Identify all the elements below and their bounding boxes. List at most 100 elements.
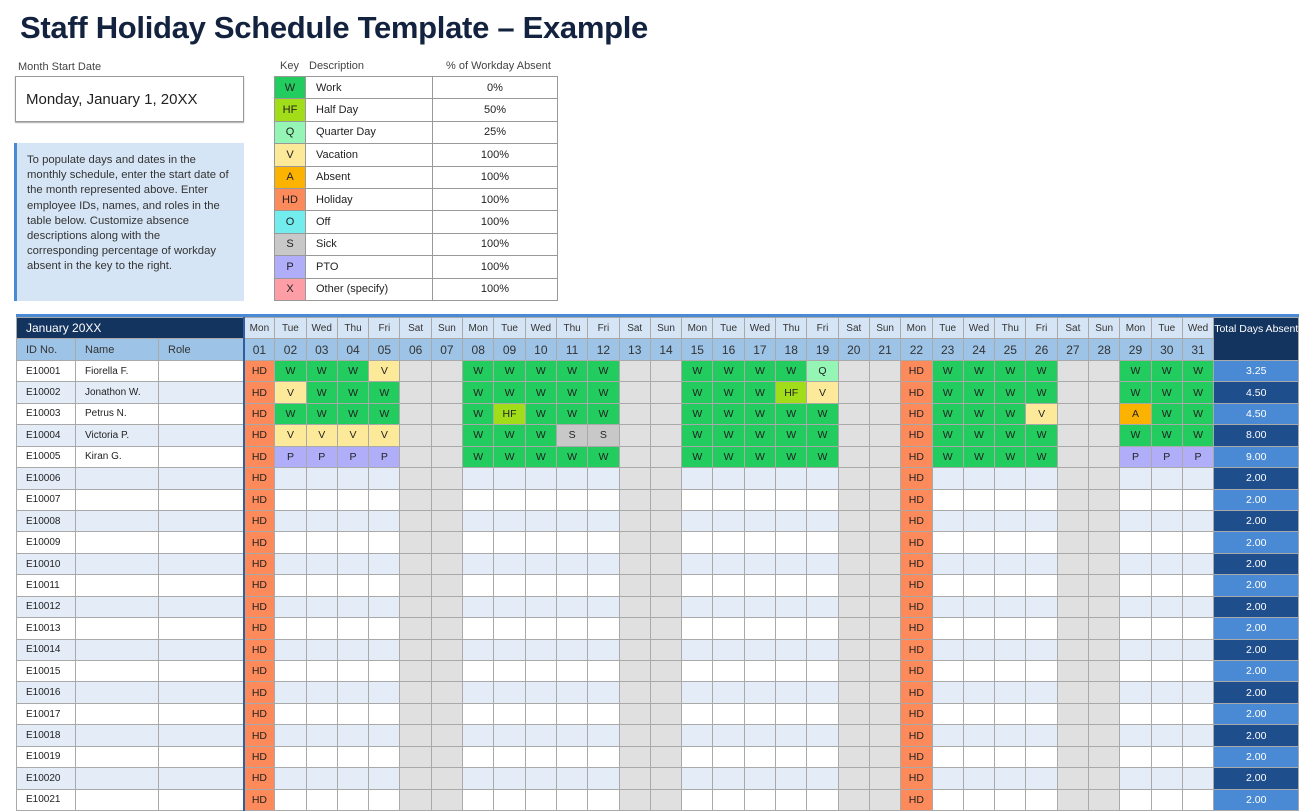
key-description[interactable]: Off bbox=[305, 210, 433, 234]
day-cell[interactable] bbox=[649, 659, 683, 683]
day-cell[interactable] bbox=[618, 595, 651, 619]
day-cell[interactable]: Q bbox=[806, 359, 839, 383]
day-cell[interactable]: W bbox=[555, 402, 589, 426]
day-cell[interactable] bbox=[336, 767, 370, 790]
day-cell[interactable] bbox=[1181, 681, 1215, 704]
day-cell[interactable] bbox=[649, 552, 683, 576]
day-cell[interactable]: W bbox=[587, 381, 620, 404]
day-cell[interactable] bbox=[837, 381, 870, 404]
day-cell[interactable] bbox=[931, 659, 964, 683]
key-code[interactable]: A bbox=[274, 165, 306, 189]
day-cell[interactable] bbox=[336, 467, 370, 490]
day-cell[interactable] bbox=[775, 767, 808, 790]
day-cell[interactable]: HD bbox=[900, 724, 933, 747]
day-cell[interactable] bbox=[305, 595, 338, 619]
day-cell[interactable] bbox=[274, 552, 307, 576]
day-cell[interactable] bbox=[681, 745, 714, 769]
day-cell[interactable] bbox=[1088, 724, 1121, 747]
day-cell[interactable] bbox=[837, 767, 870, 790]
day-cell[interactable]: W bbox=[1150, 359, 1183, 383]
employee-id[interactable]: E10017 bbox=[16, 702, 76, 726]
day-cell[interactable] bbox=[399, 359, 432, 383]
day-cell[interactable]: W bbox=[336, 359, 370, 383]
day-cell[interactable] bbox=[775, 488, 808, 511]
day-cell[interactable] bbox=[462, 488, 495, 511]
day-cell[interactable] bbox=[994, 788, 1027, 811]
day-cell[interactable] bbox=[493, 638, 526, 662]
day-cell[interactable] bbox=[775, 788, 808, 811]
day-cell[interactable] bbox=[462, 659, 495, 683]
day-cell[interactable] bbox=[837, 424, 870, 447]
day-cell[interactable]: HD bbox=[242, 681, 276, 704]
day-cell[interactable] bbox=[1088, 595, 1121, 619]
day-cell[interactable] bbox=[1119, 788, 1152, 811]
day-cell[interactable] bbox=[555, 681, 589, 704]
day-cell[interactable] bbox=[430, 445, 464, 469]
day-cell[interactable]: HD bbox=[242, 702, 276, 726]
day-cell[interactable] bbox=[462, 767, 495, 790]
employee-name[interactable] bbox=[75, 638, 159, 662]
day-cell[interactable] bbox=[462, 724, 495, 747]
day-cell[interactable] bbox=[837, 574, 870, 597]
day-cell[interactable] bbox=[1088, 381, 1121, 404]
employee-name[interactable] bbox=[75, 552, 159, 576]
day-cell[interactable] bbox=[430, 424, 464, 447]
day-cell[interactable] bbox=[1088, 531, 1121, 554]
day-cell[interactable] bbox=[587, 574, 620, 597]
day-cell[interactable] bbox=[1025, 745, 1058, 769]
employee-name[interactable] bbox=[75, 724, 159, 747]
day-cell[interactable] bbox=[587, 724, 620, 747]
day-cell[interactable] bbox=[1056, 359, 1090, 383]
day-cell[interactable] bbox=[681, 467, 714, 490]
day-cell[interactable] bbox=[555, 767, 589, 790]
day-cell[interactable] bbox=[1150, 531, 1183, 554]
day-cell[interactable] bbox=[712, 509, 745, 533]
day-cell[interactable] bbox=[1088, 681, 1121, 704]
day-cell[interactable] bbox=[524, 724, 557, 747]
day-cell[interactable] bbox=[618, 467, 651, 490]
day-cell[interactable] bbox=[1056, 638, 1090, 662]
day-cell[interactable] bbox=[493, 702, 526, 726]
day-cell[interactable] bbox=[430, 402, 464, 426]
day-cell[interactable]: W bbox=[962, 402, 996, 426]
day-cell[interactable] bbox=[430, 359, 464, 383]
day-cell[interactable] bbox=[274, 767, 307, 790]
day-cell[interactable]: HD bbox=[900, 531, 933, 554]
day-cell[interactable] bbox=[994, 552, 1027, 576]
day-cell[interactable] bbox=[493, 617, 526, 640]
day-cell[interactable] bbox=[555, 617, 589, 640]
day-cell[interactable]: S bbox=[555, 424, 589, 447]
employee-role[interactable] bbox=[158, 381, 244, 404]
day-cell[interactable] bbox=[462, 617, 495, 640]
employee-role[interactable] bbox=[158, 617, 244, 640]
day-cell[interactable] bbox=[555, 659, 589, 683]
day-cell[interactable] bbox=[775, 638, 808, 662]
day-cell[interactable]: V bbox=[806, 381, 839, 404]
day-cell[interactable] bbox=[493, 767, 526, 790]
day-cell[interactable] bbox=[555, 745, 589, 769]
employee-role[interactable] bbox=[158, 552, 244, 576]
day-cell[interactable] bbox=[1025, 659, 1058, 683]
day-cell[interactable] bbox=[618, 509, 651, 533]
day-cell[interactable] bbox=[493, 488, 526, 511]
day-cell[interactable] bbox=[1181, 617, 1215, 640]
day-cell[interactable] bbox=[368, 638, 401, 662]
day-cell[interactable]: W bbox=[493, 359, 526, 383]
day-cell[interactable] bbox=[743, 702, 777, 726]
day-cell[interactable] bbox=[743, 574, 777, 597]
day-cell[interactable]: HF bbox=[493, 402, 526, 426]
day-cell[interactable] bbox=[806, 531, 839, 554]
day-cell[interactable] bbox=[962, 745, 996, 769]
employee-id[interactable]: E10018 bbox=[16, 724, 76, 747]
day-cell[interactable] bbox=[868, 381, 902, 404]
employee-role[interactable] bbox=[158, 424, 244, 447]
day-cell[interactable] bbox=[649, 424, 683, 447]
day-cell[interactable] bbox=[681, 574, 714, 597]
day-cell[interactable] bbox=[336, 681, 370, 704]
day-cell[interactable]: HD bbox=[900, 659, 933, 683]
employee-role[interactable] bbox=[158, 681, 244, 704]
day-cell[interactable]: W bbox=[587, 402, 620, 426]
day-cell[interactable] bbox=[1088, 359, 1121, 383]
day-cell[interactable] bbox=[649, 531, 683, 554]
day-cell[interactable] bbox=[1025, 488, 1058, 511]
